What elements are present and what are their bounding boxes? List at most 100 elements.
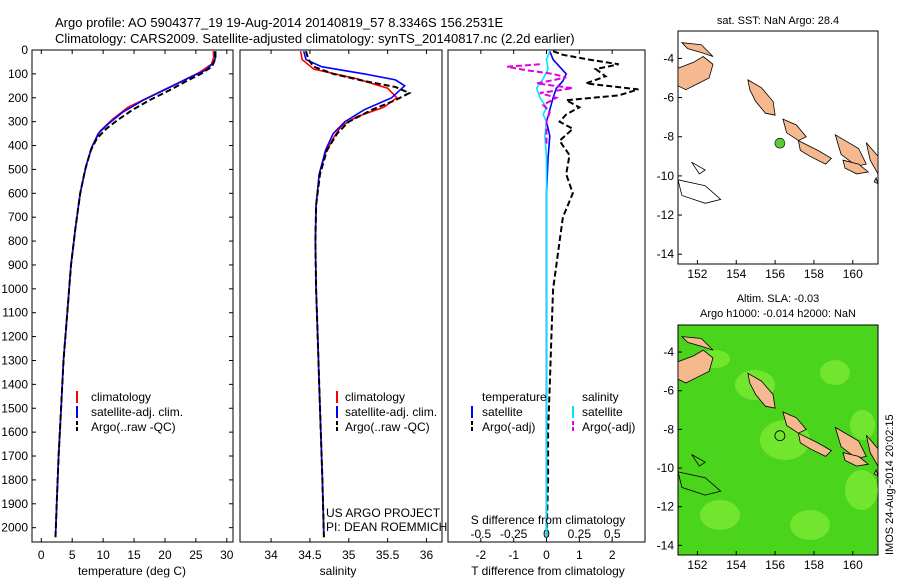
sla-patch xyxy=(820,360,850,385)
depth-tick-label: 1900 xyxy=(1,497,28,511)
depth-tick-label: 400 xyxy=(8,139,28,153)
island-shape xyxy=(677,56,714,91)
lat-tick-label: -10 xyxy=(657,169,675,183)
reef-outline xyxy=(677,179,722,204)
legend-climatology: climatology xyxy=(91,390,151,404)
salinity-xlabel: salinity xyxy=(320,564,357,578)
salinity-x-axis: 34 34.5 35 35.5 36 xyxy=(264,50,433,562)
sst-map-land xyxy=(677,42,879,204)
series-salinity-argo-adj xyxy=(506,63,573,146)
sla-patch xyxy=(845,470,878,510)
island-shape xyxy=(865,434,879,468)
lat-tick-label: -6 xyxy=(663,91,674,105)
difference-xlabel: T difference from climatology xyxy=(471,564,625,578)
depth-tick-label: 100 xyxy=(8,67,28,81)
depth-tick-label: 500 xyxy=(8,162,28,176)
island-shape xyxy=(865,142,879,176)
lat-tick-label: -8 xyxy=(663,130,674,144)
sla-patch xyxy=(790,510,830,540)
lat-tick-label: -4 xyxy=(663,345,674,359)
header-line1: Argo profile: AO 5904377_19 19-Aug-2014 … xyxy=(55,15,503,30)
lat-tick-label: -12 xyxy=(657,500,675,514)
legend-argo: Argo(..raw -QC) xyxy=(345,420,430,434)
sla-map-title-line2: Argo h1000: -0.014 h2000: NaN xyxy=(700,308,856,320)
lon-tick-label: 154 xyxy=(726,267,746,281)
island-shape xyxy=(782,411,807,434)
temperature-lines xyxy=(54,51,217,538)
x-tick-label: 35.5 xyxy=(376,548,400,562)
sla-map-land xyxy=(677,336,879,496)
legend-temp-satellite: satellite xyxy=(482,405,523,419)
island-shape xyxy=(747,372,776,409)
sla-patch xyxy=(850,410,875,440)
depth-tick-label: 1000 xyxy=(1,282,28,296)
lon-tick-label: 156 xyxy=(765,558,785,572)
sla-map: Altim. SLA: -0.03 Argo h1000: -0.014 h20… xyxy=(657,293,879,572)
credit-line2: PI: DEAN ROEMMICH xyxy=(326,520,447,534)
x-tick-label: 25 xyxy=(189,548,203,562)
sst-map: sat. SST: NaN Argo: 28.4 152 154 156 158 160… xyxy=(657,15,879,281)
depth-tick-label: 1800 xyxy=(1,473,28,487)
imos-watermark: IMOS 24-Aug-2014 20:02:15 xyxy=(884,414,896,555)
series-argo-raw-qc xyxy=(54,51,217,538)
lon-tick-label: 152 xyxy=(687,267,707,281)
x-tick-label: 0 xyxy=(543,548,550,562)
x-tick-label: 20 xyxy=(158,548,172,562)
depth-tick-label: 1400 xyxy=(1,377,28,391)
x-tick-label: 34 xyxy=(264,548,278,562)
depth-tick-label: 1200 xyxy=(1,330,28,344)
depth-tick-label: 1300 xyxy=(1,353,28,367)
legend-temperature-title: temperature xyxy=(482,390,547,404)
legend-salinity-title: salinity xyxy=(582,390,619,404)
depth-tick-label: 300 xyxy=(8,115,28,129)
lon-tick-label: 160 xyxy=(843,267,863,281)
legend-argo: Argo(..raw -QC) xyxy=(91,420,176,434)
island-shape xyxy=(834,426,867,459)
depth-tick-label: 1700 xyxy=(1,449,28,463)
series-temperature-argo-adj xyxy=(545,50,639,538)
legend-climatology: climatology xyxy=(345,390,405,404)
series-climatology xyxy=(54,51,215,538)
x-tick-label: 35 xyxy=(342,548,356,562)
argo-float-marker xyxy=(774,137,786,149)
salinity-legend: climatology satellite-adj. clim. Argo(..… xyxy=(336,390,437,434)
depth-axis: 0 100 200 300 400 500 600 700 800 900 1000 1100 1200… xyxy=(1,43,233,535)
depth-tick-label: 1500 xyxy=(1,401,28,415)
series-climatology xyxy=(299,51,399,538)
lon-tick-label: 154 xyxy=(726,558,746,572)
difference-lines xyxy=(506,50,639,538)
lon-tick-label: 160 xyxy=(843,558,863,572)
x-tick-label: 2 xyxy=(609,548,616,562)
sla-map-title-line1: Altim. SLA: -0.03 xyxy=(737,293,820,305)
island-shape xyxy=(680,42,714,57)
series-satellite-adj-clim xyxy=(302,50,407,538)
island-shape xyxy=(834,133,867,167)
x2-tick-label: -0.25 xyxy=(500,527,528,541)
temperature-xlabel: temperature (deg C) xyxy=(78,564,186,578)
depth-tick-label: 0 xyxy=(21,43,28,57)
x-tick-label: -2 xyxy=(475,548,486,562)
island-shape xyxy=(842,452,870,467)
salinity-axes-frame xyxy=(239,49,443,543)
x-tick-label: 0 xyxy=(38,548,45,562)
island-shape xyxy=(873,468,879,477)
lat-tick-label: -14 xyxy=(657,247,675,261)
lon-tick-label: 158 xyxy=(804,267,824,281)
depth-tick-label: 600 xyxy=(8,186,28,200)
depth-tick-label: 2000 xyxy=(1,521,28,535)
credit-line1: US ARGO PROJECT xyxy=(326,506,441,520)
salinity-panel: 34 34.5 35 35.5 36 climatology satellite-adj… xyxy=(239,49,447,578)
sst-map-axes: 152 154 156 158 160 -4 -6 -8 -10 -12 -14 xyxy=(657,51,863,281)
lat-tick-label: -8 xyxy=(663,422,674,436)
sla-patch xyxy=(700,500,740,530)
lat-tick-label: -12 xyxy=(657,208,675,222)
reef-outline xyxy=(677,471,722,496)
depth-tick-label: 200 xyxy=(8,91,28,105)
difference-x2label: S difference from climatology xyxy=(471,513,626,527)
x2-tick-label: 0.25 xyxy=(568,527,592,541)
legend-satellite: satellite-adj. clim. xyxy=(91,405,183,419)
sst-map-title: sat. SST: NaN Argo: 28.4 xyxy=(717,15,839,27)
difference-panel: -2 -1 0 1 2-0.5 -0.25 0 0.25 0.5 temperature sal… xyxy=(447,49,646,578)
island-shape xyxy=(747,79,776,116)
